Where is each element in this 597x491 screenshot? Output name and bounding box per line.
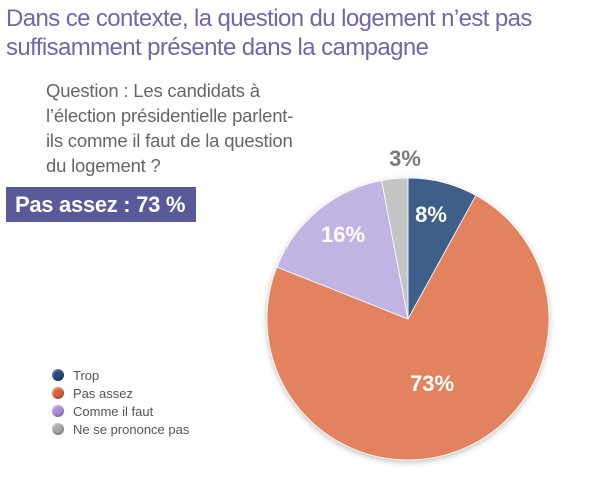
legend: Trop Pas assez Comme il faut Ne se prono… <box>52 366 189 438</box>
pie-label: 73% <box>410 371 454 396</box>
chart-title: Dans ce contexte, la question du logemen… <box>6 5 532 61</box>
highlight-badge: Pas assez : 73 % <box>6 187 196 222</box>
legend-item-comme-il-faut: Comme il faut <box>52 402 189 420</box>
legend-label: Comme il faut <box>73 403 154 419</box>
legend-swatch <box>52 405 64 417</box>
question-text: Question : Les candidats à l’élection pr… <box>46 80 294 176</box>
legend-label: Ne se prononce pas <box>73 421 190 437</box>
legend-swatch <box>52 423 64 435</box>
legend-item-pas-assez: Pas assez <box>52 384 189 402</box>
pie-slice-ne-se-prononce-pas <box>381 177 409 320</box>
pie-label: 3% <box>389 146 421 171</box>
pie-slice-pas-assez <box>266 194 550 461</box>
pie-label: 16% <box>321 222 365 247</box>
pie-label: 8% <box>415 202 447 227</box>
legend-item-trop: Trop <box>52 366 189 384</box>
legend-item-nspp: Ne se prononce pas <box>52 420 189 438</box>
legend-swatch <box>52 387 64 399</box>
legend-label: Trop <box>73 367 100 383</box>
pie-slice-comme-il-faut <box>276 180 409 320</box>
legend-label: Pas assez <box>73 385 133 401</box>
legend-swatch <box>52 369 64 381</box>
